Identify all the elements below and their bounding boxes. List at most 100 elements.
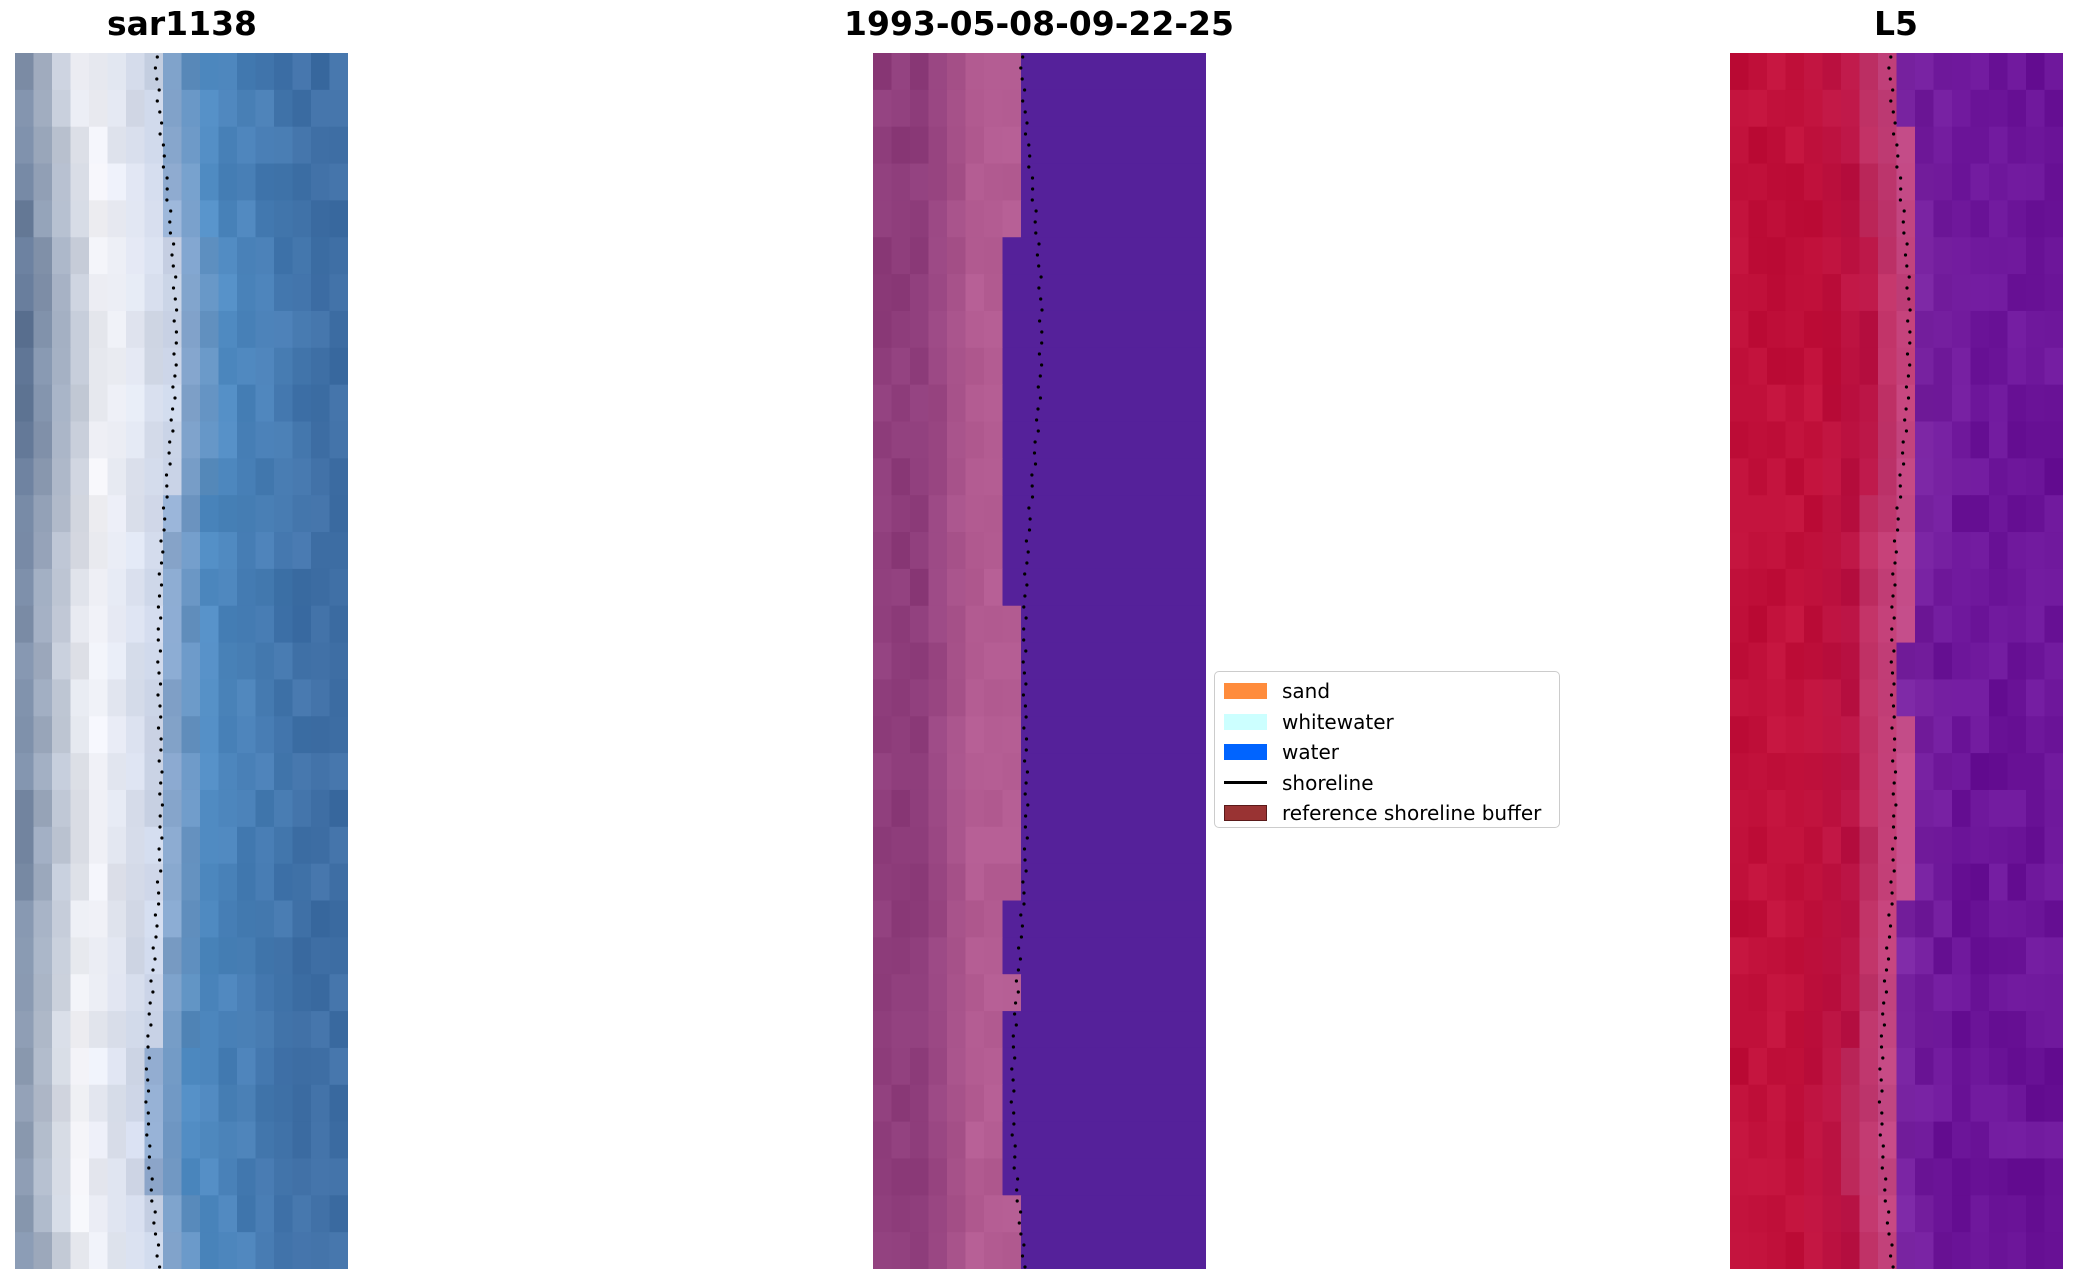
shoreline-point — [1018, 957, 1022, 961]
shoreline-point — [146, 1078, 150, 1082]
panel-title-classified: 1993-05-08-09-22-25 — [844, 4, 1234, 43]
shoreline-point — [174, 341, 178, 345]
shoreline-point — [1887, 935, 1892, 939]
shoreline-point — [1026, 550, 1030, 554]
shoreline-point — [159, 583, 164, 587]
shoreline-point — [1891, 847, 1895, 851]
shoreline-point — [1883, 1199, 1887, 1203]
shoreline-point — [1903, 418, 1907, 422]
shoreline-point — [1878, 1133, 1882, 1137]
shoreline-point — [158, 1265, 162, 1269]
shoreline-point — [1895, 165, 1899, 169]
shoreline-point — [1901, 220, 1905, 224]
shoreline-point — [1887, 1210, 1891, 1214]
shoreline-point — [1039, 297, 1043, 301]
shoreline-point — [1908, 308, 1912, 312]
shoreline-point — [151, 990, 155, 994]
shoreline-point — [145, 1133, 149, 1137]
shoreline-point — [1893, 836, 1897, 840]
rgb-image-panel — [15, 53, 348, 1269]
shoreline-point — [1023, 759, 1027, 763]
shoreline-point — [153, 913, 157, 917]
shoreline-point — [1902, 231, 1906, 235]
shoreline-point — [1025, 770, 1029, 774]
shoreline-point — [1904, 429, 1908, 433]
shoreline-point — [1891, 792, 1895, 796]
shoreline-point — [156, 660, 160, 664]
shoreline-point — [1040, 330, 1044, 334]
shoreline-point — [165, 176, 169, 180]
shoreline-point — [174, 330, 178, 334]
shoreline-point — [147, 1166, 151, 1170]
shoreline-point — [168, 231, 172, 235]
shoreline-point — [158, 682, 163, 686]
shoreline-point — [1023, 1265, 1027, 1269]
index-image — [1730, 53, 2063, 1269]
shoreline-point — [157, 759, 161, 763]
shoreline-point — [167, 451, 171, 455]
shoreline-point — [1027, 528, 1032, 532]
shoreline-point — [147, 1155, 151, 1159]
rgb-satellite-image — [15, 53, 348, 1269]
shoreline-point — [1022, 902, 1026, 906]
shoreline-point — [1898, 484, 1902, 488]
shoreline-point — [154, 935, 158, 939]
shoreline-point — [147, 1056, 151, 1060]
shoreline-point — [1889, 99, 1893, 103]
legend-label: sand — [1282, 679, 1331, 704]
shoreline-point — [1040, 363, 1044, 367]
shoreline-point — [1883, 1188, 1887, 1192]
shoreline-point — [1021, 880, 1025, 884]
shoreline-point — [161, 165, 165, 169]
shoreline-point — [1030, 484, 1034, 488]
shoreline-point — [157, 902, 161, 906]
shoreline-point — [157, 671, 161, 675]
shoreline-point — [156, 627, 160, 631]
shoreline-point — [1906, 319, 1910, 323]
shoreline-point — [153, 1232, 158, 1236]
shoreline-point — [153, 957, 157, 961]
shoreline-point — [1903, 253, 1908, 257]
shoreline-point — [150, 1177, 154, 1181]
shoreline-point — [1888, 77, 1892, 81]
shoreline-point — [1013, 1056, 1017, 1060]
shoreline-point — [1035, 253, 1039, 257]
legend-label: shoreline — [1282, 770, 1374, 795]
legend-item-reference-shoreline-buffer: reference shoreline buffer — [1215, 798, 1559, 829]
shoreline-point — [1011, 1045, 1015, 1049]
shoreline-point — [157, 88, 161, 92]
shoreline-point — [1024, 649, 1028, 653]
shoreline-point — [1019, 1210, 1023, 1214]
shoreline-point — [155, 924, 159, 928]
shoreline-point — [144, 1100, 148, 1104]
shoreline-point — [1014, 979, 1018, 983]
shoreline-point — [1022, 671, 1026, 675]
shoreline-point — [1881, 1012, 1885, 1016]
shoreline-point — [159, 748, 163, 752]
shoreline-point — [1017, 1221, 1021, 1225]
shoreline-point — [1879, 1045, 1884, 1049]
shoreline-point — [151, 946, 155, 950]
shoreline-point — [1907, 297, 1911, 301]
shoreline-point — [1023, 594, 1027, 598]
shoreline-point — [1038, 396, 1042, 400]
shoreline-point — [1035, 418, 1039, 422]
shoreline-point — [1892, 748, 1896, 752]
shoreline-point — [1901, 451, 1905, 455]
shoreline-point — [1037, 264, 1041, 268]
shoreline-point — [1889, 693, 1894, 697]
shoreline-point — [1879, 1078, 1883, 1082]
shoreline-point — [158, 704, 162, 708]
panel-title-rgb: sar1138 — [106, 4, 258, 43]
shoreline-point — [1033, 462, 1038, 466]
shoreline-point — [155, 1254, 159, 1258]
shoreline-point — [159, 616, 163, 620]
shoreline-point — [1023, 704, 1027, 708]
shoreline-point — [148, 1001, 152, 1005]
shoreline-point — [155, 55, 159, 59]
shoreline-point — [1024, 715, 1028, 719]
shoreline-point — [1892, 616, 1896, 620]
shoreline-point — [163, 517, 167, 521]
shoreline-point — [1890, 726, 1894, 730]
shoreline-point — [1024, 748, 1028, 752]
